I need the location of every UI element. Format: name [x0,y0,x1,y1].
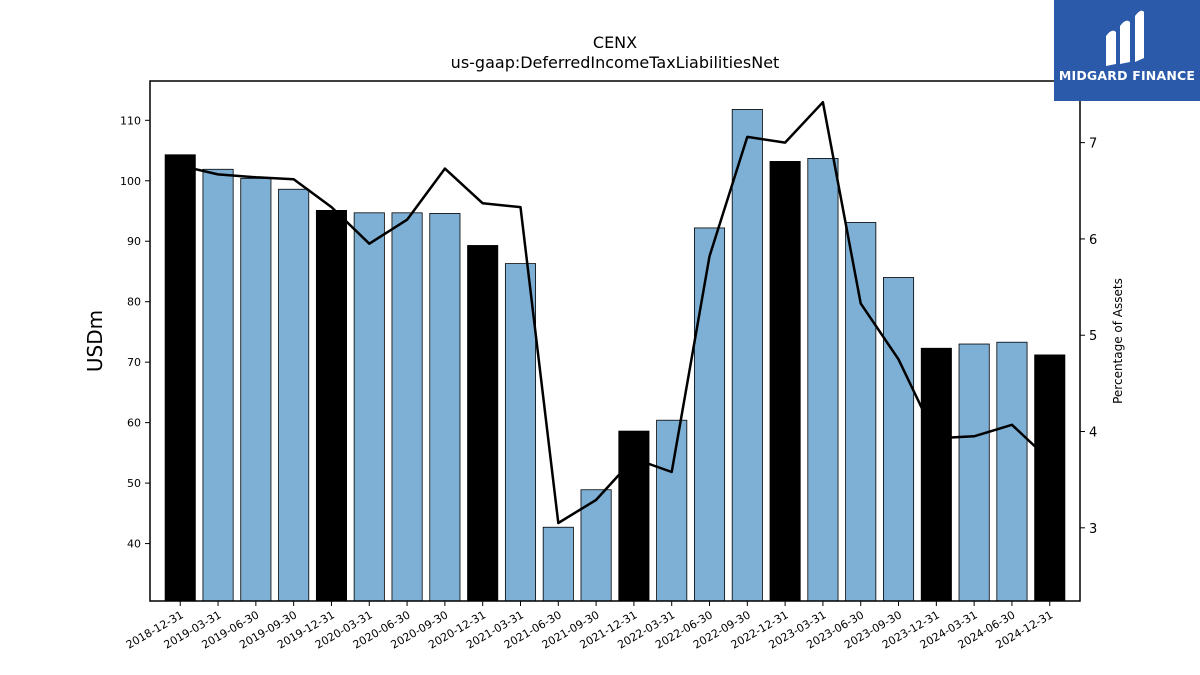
y2-axis-label: Percentage of Assets [1111,278,1125,404]
y-axis-label: USDm [83,310,107,372]
midgard-logo-icon [1106,10,1144,67]
bar [996,341,1028,602]
y-tick-label: 70 [127,356,141,369]
y-tick-label: 90 [127,235,141,248]
y2-tick-label: 6 [1089,233,1097,248]
percentage-line [179,100,1051,525]
bar [202,168,234,602]
bar [1034,354,1066,602]
y-tick-label: 110 [120,114,141,127]
y2-tick-label: 3 [1089,522,1097,537]
bar [278,188,310,602]
bar [580,489,612,602]
bar [883,277,915,602]
y2-tick-label: 5 [1089,329,1097,344]
y2-tick-label: 4 [1089,426,1097,441]
bar [807,157,839,602]
bar [845,222,877,602]
bar [542,526,574,602]
bar [164,154,196,602]
midgard-logo: MIDGARD FINANCE [1054,0,1200,101]
bar [618,430,650,602]
bar [429,213,461,602]
y-tick-label: 50 [127,477,141,490]
bar [315,209,347,602]
bar [958,343,990,602]
bar [240,177,272,602]
bar [467,245,499,602]
bar [731,109,763,602]
chart-title: CENX [593,33,637,52]
y2-tick-label: 7 [1089,137,1097,152]
bar [920,347,952,602]
y-tick-label: 60 [127,417,141,430]
y-tick-label: 40 [127,538,141,551]
y-tick-label: 100 [120,175,141,188]
bar [504,263,537,602]
bar [693,227,726,602]
bar [353,212,385,602]
chart-subtitle: us-gaap:DeferredIncomeTaxLiabilitiesNet [451,53,780,72]
bar [391,212,423,602]
bar [656,419,688,602]
bar [769,161,801,602]
y-tick-label: 80 [127,296,141,309]
plot-frame [149,80,1081,602]
logo-text: MIDGARD FINANCE [1058,68,1196,83]
